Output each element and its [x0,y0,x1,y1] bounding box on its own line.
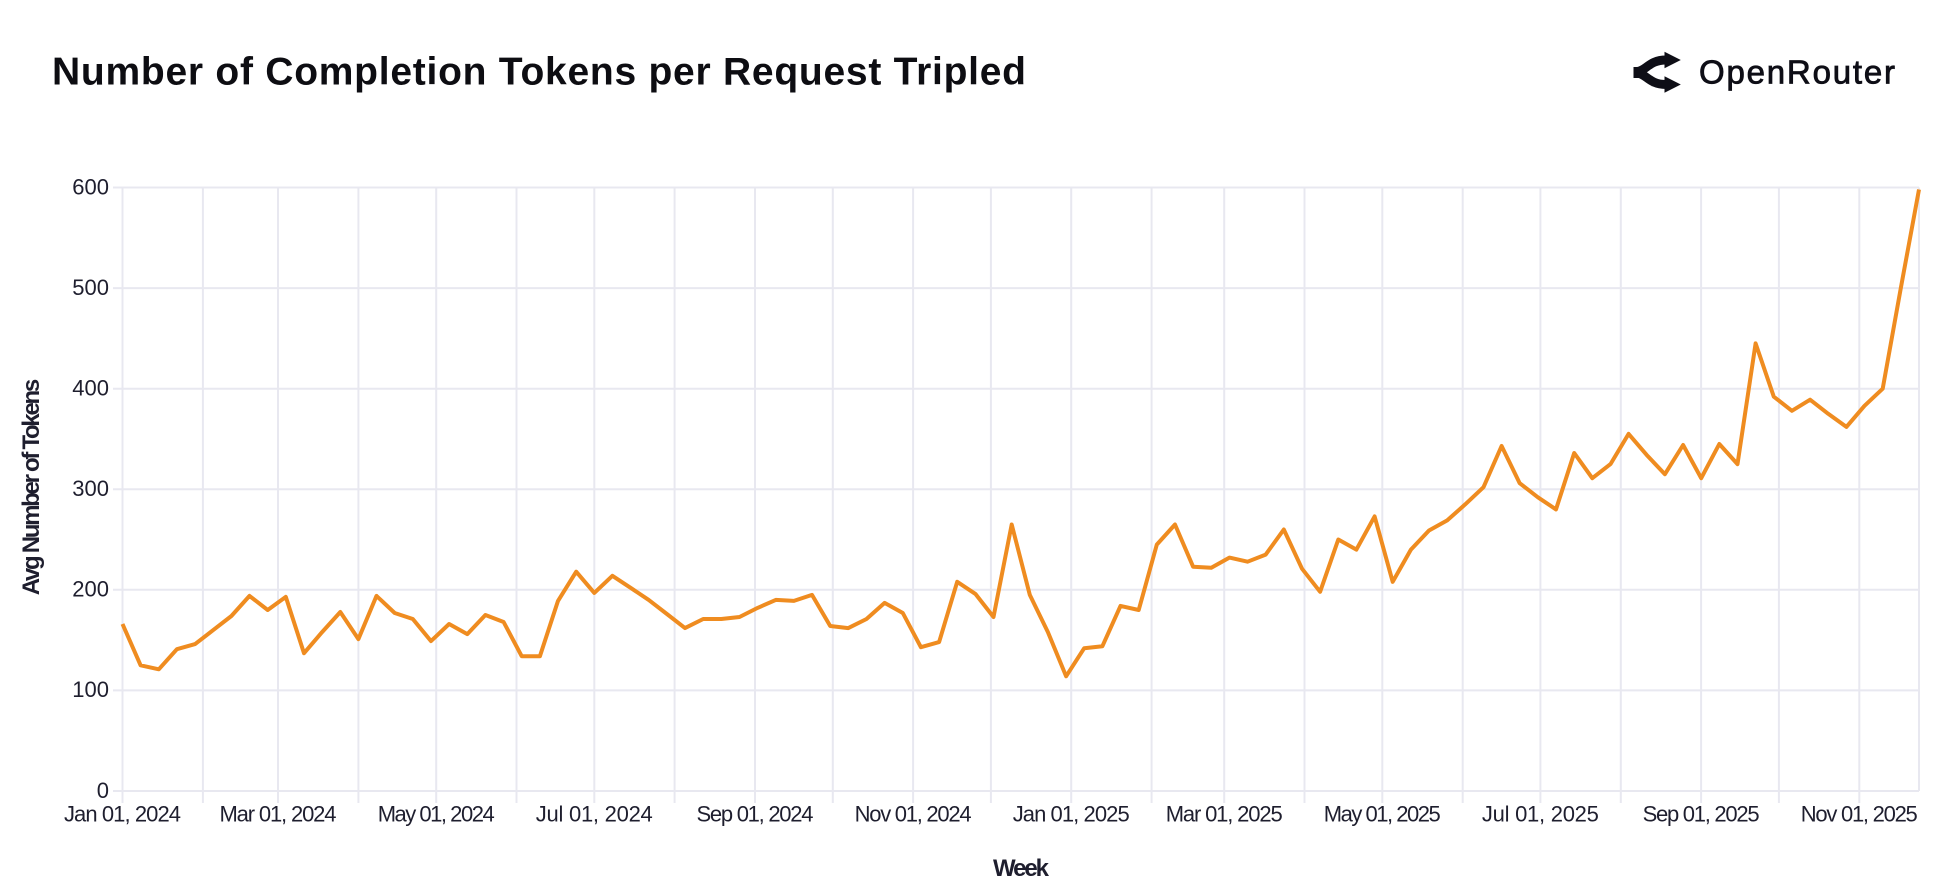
svg-text:Nov 01, 2025: Nov 01, 2025 [1801,802,1918,827]
svg-text:300: 300 [72,476,109,501]
svg-text:Sep 01, 2024: Sep 01, 2024 [697,802,814,827]
svg-text:May 01, 2025: May 01, 2025 [1324,802,1441,827]
svg-text:600: 600 [72,174,109,199]
svg-text:100: 100 [72,677,109,702]
svg-text:500: 500 [72,275,109,300]
svg-text:Jul 01, 2025: Jul 01, 2025 [1482,802,1599,827]
svg-text:400: 400 [72,376,109,401]
svg-text:Mar 01, 2024: Mar 01, 2024 [220,802,337,827]
svg-text:Jan 01, 2025: Jan 01, 2025 [1013,802,1130,827]
svg-text:0: 0 [97,778,109,803]
svg-text:Sep 01, 2025: Sep 01, 2025 [1643,802,1760,827]
svg-text:May 01, 2024: May 01, 2024 [378,802,495,827]
svg-text:OpenRouter: OpenRouter [1699,54,1895,91]
svg-text:Mar 01, 2025: Mar 01, 2025 [1166,802,1283,827]
svg-text:Number of Completion Tokens pe: Number of Completion Tokens per Request … [52,51,1026,94]
svg-text:Jul 01, 2024: Jul 01, 2024 [536,802,653,827]
svg-text:Nov 01, 2024: Nov 01, 2024 [855,802,972,827]
svg-text:200: 200 [72,577,109,602]
svg-text:Week: Week [993,855,1050,882]
svg-text:Avg Number of Tokens: Avg Number of Tokens [18,379,45,596]
svg-text:Jan 01, 2024: Jan 01, 2024 [64,802,181,827]
